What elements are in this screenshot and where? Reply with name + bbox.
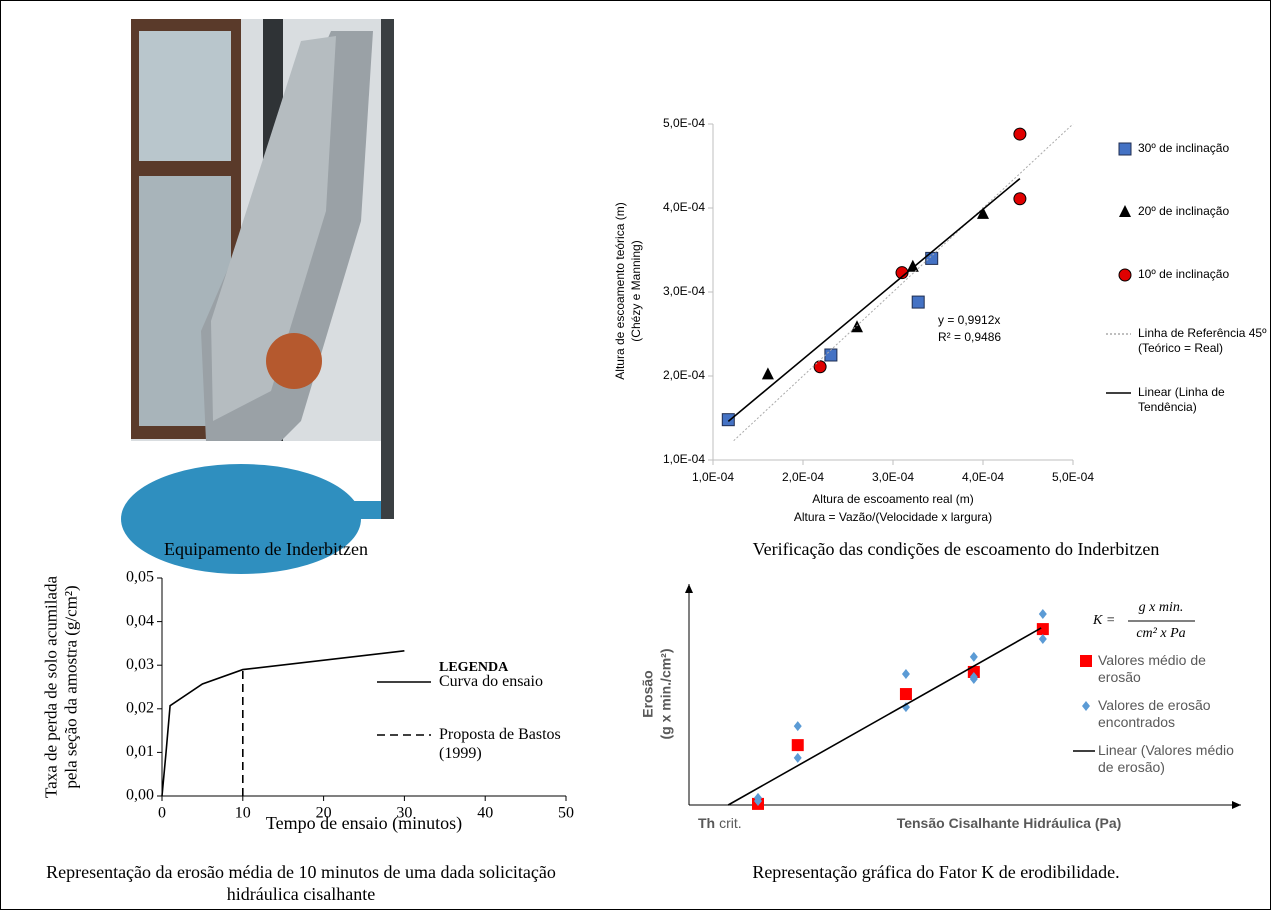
legend-label: Curva do ensaio bbox=[439, 672, 543, 690]
y-axis-label: Taxa de perda de solo acumilada pela seç… bbox=[41, 575, 80, 799]
y-tick-label: 5,0E-04 bbox=[663, 116, 705, 130]
legend-label: Linear (Valores médio de erosão) bbox=[1098, 741, 1234, 775]
x-tick-label: 3,0E-04 bbox=[872, 470, 914, 484]
y-tick-label: 0,05 bbox=[126, 569, 154, 586]
x-axis-label: Tensão Cisalhante Hidráulica (Pa) bbox=[896, 815, 1122, 831]
chart-caption: Representação da erosão média de 10 minu… bbox=[46, 862, 556, 904]
data-point bbox=[754, 796, 762, 807]
annotation: y = 0,9912x bbox=[938, 313, 1000, 327]
data-point bbox=[791, 739, 804, 752]
x-axis-arrow bbox=[1232, 801, 1241, 809]
formula-numerator: g x min. bbox=[1139, 600, 1184, 615]
data-point bbox=[1013, 192, 1027, 206]
data-point bbox=[721, 413, 735, 427]
y-tick-label: 3,0E-04 bbox=[663, 284, 705, 298]
x-origin-label: Th crit. bbox=[698, 815, 742, 831]
x-tick-label: 1,0E-04 bbox=[692, 470, 734, 484]
data-point bbox=[969, 672, 978, 683]
formula: K = bbox=[1092, 613, 1115, 628]
x-tick-label: 20 bbox=[316, 805, 332, 822]
legend-swatch bbox=[1118, 142, 1132, 156]
legend-label: Proposta de Bastos (1999) bbox=[439, 725, 561, 762]
data-point bbox=[911, 295, 925, 309]
series-line bbox=[727, 627, 1042, 806]
x-tick-label: 10 bbox=[235, 805, 251, 822]
photo bbox=[121, 19, 394, 574]
data-point bbox=[813, 360, 827, 374]
y-axis-label: Altura de escoamento teórica (m) bbox=[613, 202, 627, 379]
legend-title: LEGENDA bbox=[439, 660, 509, 675]
y-tick-label: 0,00 bbox=[126, 787, 154, 804]
legend-swatch bbox=[1119, 205, 1131, 217]
series-line bbox=[727, 177, 1021, 422]
x-tick-label: 30 bbox=[396, 805, 412, 822]
data-point bbox=[925, 251, 939, 265]
data-point bbox=[969, 651, 978, 662]
legend-label: Linha de Referência 45º (Teórico = Real) bbox=[1138, 326, 1267, 355]
y-tick-label: 0,02 bbox=[126, 699, 154, 716]
x-tick-label: 2,0E-04 bbox=[782, 470, 824, 484]
y-tick-label: 4,0E-04 bbox=[663, 200, 705, 214]
legend-label: 10º de inclinação bbox=[1138, 267, 1230, 282]
x-tick-label: 4,0E-04 bbox=[962, 470, 1004, 484]
data-point bbox=[967, 665, 980, 678]
legend-swatch bbox=[1082, 701, 1090, 711]
y-tick-label: 0,01 bbox=[126, 743, 154, 760]
chart-caption: Representação gráfica do Fator K de erod… bbox=[752, 862, 1120, 882]
series-line bbox=[733, 123, 1074, 442]
legend-label: Linear (Linha de Tendência) bbox=[1138, 385, 1225, 414]
data-point bbox=[901, 668, 910, 679]
x-axis-sublabel: Altura = Vazão/(Velocidade x largura) bbox=[794, 510, 992, 524]
x-origin-label-main: Th bbox=[698, 815, 715, 831]
y-axis-arrow bbox=[685, 584, 693, 593]
data-point bbox=[824, 348, 838, 362]
formula-denominator: cm² x Pa bbox=[1136, 626, 1185, 641]
data-point bbox=[906, 259, 919, 272]
x-axis-label: Altura de escoamento real (m) bbox=[812, 492, 973, 506]
x-origin-label-sub: crit. bbox=[719, 815, 742, 831]
legend-label: Valores médio de erosão bbox=[1098, 651, 1206, 685]
x-tick-label: 40 bbox=[477, 805, 493, 822]
chart-caption: Verificação das condições de escoamento … bbox=[752, 539, 1160, 559]
y-axis-label: Erosão bbox=[640, 670, 656, 717]
data-point bbox=[1013, 127, 1027, 141]
x-tick-label: 0 bbox=[158, 805, 166, 822]
data-point bbox=[977, 206, 989, 219]
data-point bbox=[761, 367, 774, 380]
x-tick-label: 50 bbox=[558, 805, 574, 822]
y-tick-label: 2,0E-04 bbox=[663, 368, 705, 382]
data-point bbox=[899, 688, 912, 701]
legend-swatch bbox=[1080, 655, 1092, 667]
data-point bbox=[1038, 634, 1047, 645]
legend-label: 20º de inclinação bbox=[1138, 204, 1230, 219]
data-point bbox=[901, 702, 910, 713]
y-tick-label: 0,03 bbox=[126, 656, 154, 673]
series-line bbox=[161, 650, 405, 797]
legend-swatch bbox=[1118, 268, 1132, 282]
data-point bbox=[793, 721, 802, 732]
annotation: R² = 0,9486 bbox=[938, 330, 1001, 344]
legend-label: 30º de inclinação bbox=[1138, 141, 1230, 156]
y-axis-sublabel: (Chézy e Manning) bbox=[629, 240, 643, 341]
legend-label: Valores de erosão encontrados bbox=[1098, 696, 1211, 730]
data-point bbox=[1038, 609, 1047, 620]
y-tick-label: 0,04 bbox=[126, 612, 154, 629]
data-point bbox=[793, 752, 802, 763]
y-axis-sublabel: (g x min./cm²) bbox=[658, 648, 674, 739]
x-tick-label: 5,0E-04 bbox=[1052, 470, 1094, 484]
y-tick-label: 1,0E-04 bbox=[663, 452, 705, 466]
data-point bbox=[1036, 623, 1049, 636]
photo-caption: Equipamento de Inderbitzen bbox=[164, 539, 368, 559]
x-axis-label: Tempo de ensaio (minutos) bbox=[266, 813, 462, 834]
